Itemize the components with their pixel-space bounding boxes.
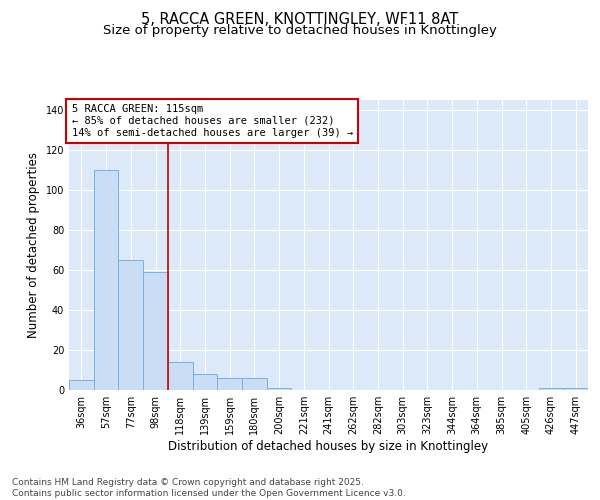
Bar — [193, 374, 217, 390]
Bar — [143, 272, 168, 390]
Bar — [242, 378, 267, 390]
Text: 5 RACCA GREEN: 115sqm
← 85% of detached houses are smaller (232)
14% of semi-det: 5 RACCA GREEN: 115sqm ← 85% of detached … — [71, 104, 353, 138]
Bar — [69, 380, 94, 390]
Text: Contains HM Land Registry data © Crown copyright and database right 2025.
Contai: Contains HM Land Registry data © Crown c… — [12, 478, 406, 498]
Bar — [168, 362, 193, 390]
Text: 5, RACCA GREEN, KNOTTINGLEY, WF11 8AT: 5, RACCA GREEN, KNOTTINGLEY, WF11 8AT — [142, 12, 458, 28]
Bar — [118, 260, 143, 390]
Bar — [563, 388, 588, 390]
Bar — [94, 170, 118, 390]
Bar — [217, 378, 242, 390]
Bar — [267, 388, 292, 390]
Text: Size of property relative to detached houses in Knottingley: Size of property relative to detached ho… — [103, 24, 497, 37]
X-axis label: Distribution of detached houses by size in Knottingley: Distribution of detached houses by size … — [169, 440, 488, 453]
Y-axis label: Number of detached properties: Number of detached properties — [27, 152, 40, 338]
Bar — [539, 388, 563, 390]
